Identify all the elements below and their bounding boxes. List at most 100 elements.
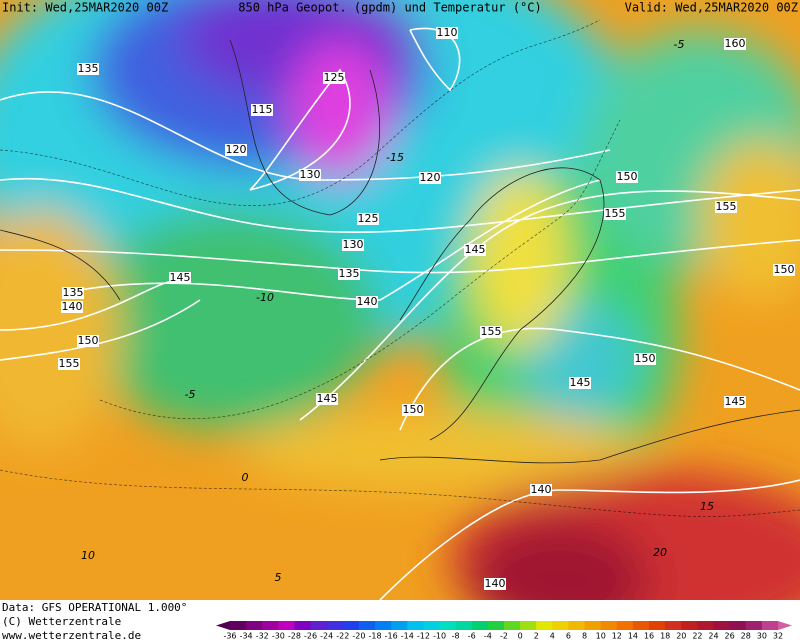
colorbar-tick-label: -6 bbox=[468, 632, 476, 641]
label-bg bbox=[634, 353, 656, 365]
label-bg bbox=[724, 396, 746, 408]
colorbar-tick-label: -28 bbox=[288, 632, 301, 641]
geopotential-label: 130 bbox=[300, 168, 321, 181]
geopotential-label: 135 bbox=[339, 267, 360, 280]
label-bg bbox=[77, 63, 99, 75]
geopotential-label: 140 bbox=[531, 483, 552, 496]
colorbar-segment bbox=[262, 621, 279, 630]
website: www.wetterzentrale.de bbox=[2, 629, 141, 642]
colorbar-tick-label: 26 bbox=[725, 632, 735, 641]
label-bg bbox=[402, 404, 424, 416]
temperature-label: 10 bbox=[81, 549, 95, 562]
colorbar-tick-label: 32 bbox=[773, 632, 783, 641]
geopotential-label: 145 bbox=[170, 271, 191, 284]
geopotential-label: 125 bbox=[324, 71, 345, 84]
colorbar-tick-label: 18 bbox=[660, 632, 670, 641]
colorbar-tick-label: -34 bbox=[240, 632, 253, 641]
colorbar-tick-label: -22 bbox=[336, 632, 349, 641]
geopotential-label: 140 bbox=[62, 300, 83, 313]
colorbar-segment bbox=[632, 621, 650, 630]
label-bg bbox=[58, 358, 80, 370]
colorbar-segment bbox=[423, 621, 441, 630]
colorbar-tick-label: -24 bbox=[320, 632, 333, 641]
geopotential-label: 145 bbox=[465, 243, 486, 256]
geopotential-label: 150 bbox=[617, 170, 638, 183]
temperature-label: -10 bbox=[256, 291, 274, 304]
colorbar-segment bbox=[729, 621, 747, 630]
label-bg bbox=[316, 393, 338, 405]
label-bg bbox=[419, 172, 441, 184]
data-source: Data: GFS OPERATIONAL 1.000° bbox=[2, 601, 187, 614]
colorbar-tick-label: -2 bbox=[500, 632, 508, 641]
colorbar-tick-label: -20 bbox=[352, 632, 365, 641]
geopotential-label: 120 bbox=[226, 143, 247, 156]
geopotential-label: 150 bbox=[403, 403, 424, 416]
colorbar-tick-label: 10 bbox=[596, 632, 606, 641]
colorbar-segment bbox=[278, 621, 295, 630]
geopotential-label: 140 bbox=[357, 295, 378, 308]
colorbar-tick-label: 6 bbox=[566, 632, 571, 641]
colorbar-segment bbox=[713, 621, 731, 630]
label-bg bbox=[357, 213, 379, 225]
label-bg bbox=[299, 169, 321, 181]
colorbar-tick-label: 8 bbox=[582, 632, 587, 641]
copyright: (C) Wetterzentrale bbox=[2, 615, 121, 628]
temperature-label: 15 bbox=[700, 500, 714, 513]
geopotential-label: 120 bbox=[420, 171, 441, 184]
colorbar-segment bbox=[649, 621, 666, 630]
colorbar-segment bbox=[455, 621, 473, 630]
label-bg bbox=[480, 326, 502, 338]
colorbar-tick-label: 24 bbox=[708, 632, 718, 641]
colorbar-segment bbox=[310, 621, 328, 630]
geopotential-label: 130 bbox=[343, 238, 364, 251]
label-bg bbox=[464, 244, 486, 256]
colorbar-segment bbox=[230, 621, 247, 630]
label-bg bbox=[251, 104, 273, 116]
colorbar-segment bbox=[487, 621, 505, 630]
geopotential-label: 150 bbox=[635, 352, 656, 365]
colorbar-segment bbox=[294, 621, 312, 630]
temperature-label: -5 bbox=[185, 388, 196, 401]
coastlines bbox=[0, 39, 800, 464]
temperature-contours bbox=[0, 19, 800, 517]
colorbar-tick-label: -12 bbox=[417, 632, 430, 641]
label-bg bbox=[724, 38, 746, 50]
colorbar-segment bbox=[568, 621, 586, 630]
label-bg bbox=[616, 171, 638, 183]
colorbar-segment bbox=[600, 621, 618, 630]
geopotential-label: 150 bbox=[774, 263, 795, 276]
colorbar-tick-label: 30 bbox=[757, 632, 767, 641]
label-bg bbox=[530, 484, 552, 496]
label-bg bbox=[77, 335, 99, 347]
label-bg bbox=[484, 578, 506, 590]
colorbar-segment bbox=[584, 621, 602, 630]
geopotential-label: 135 bbox=[63, 286, 84, 299]
colorbar-tick-label: 4 bbox=[550, 632, 555, 641]
colorbar-segment bbox=[375, 621, 392, 630]
colorbar-tick-label: 12 bbox=[612, 632, 622, 641]
label-bg bbox=[342, 239, 364, 251]
geopotential-label: 145 bbox=[317, 392, 338, 405]
colorbar-arrow bbox=[778, 621, 792, 630]
geopotential-label: 135 bbox=[78, 62, 99, 75]
colorbar-segment bbox=[761, 621, 779, 630]
geopotential-label: 145 bbox=[725, 395, 746, 408]
colorbar-segment bbox=[681, 621, 698, 630]
colorbar-segment bbox=[665, 621, 682, 630]
init-time: Init: Wed,25MAR2020 00Z bbox=[2, 1, 168, 15]
temperature-label: -5 bbox=[674, 38, 685, 51]
label-bg bbox=[356, 296, 378, 308]
label-bg bbox=[225, 144, 247, 156]
geopotential-label: 155 bbox=[605, 207, 626, 220]
geopotential-label: 155 bbox=[481, 325, 502, 338]
colorbar-segment bbox=[358, 621, 376, 630]
colorbar-tick-label: -14 bbox=[401, 632, 414, 641]
colorbar-segment bbox=[407, 621, 424, 630]
colorbar-tick-label: -32 bbox=[256, 632, 269, 641]
geopotential-label: 150 bbox=[78, 334, 99, 347]
colorbar-segment bbox=[616, 621, 634, 630]
label-bg bbox=[773, 264, 795, 276]
colorbar-tick-label: 14 bbox=[628, 632, 638, 641]
